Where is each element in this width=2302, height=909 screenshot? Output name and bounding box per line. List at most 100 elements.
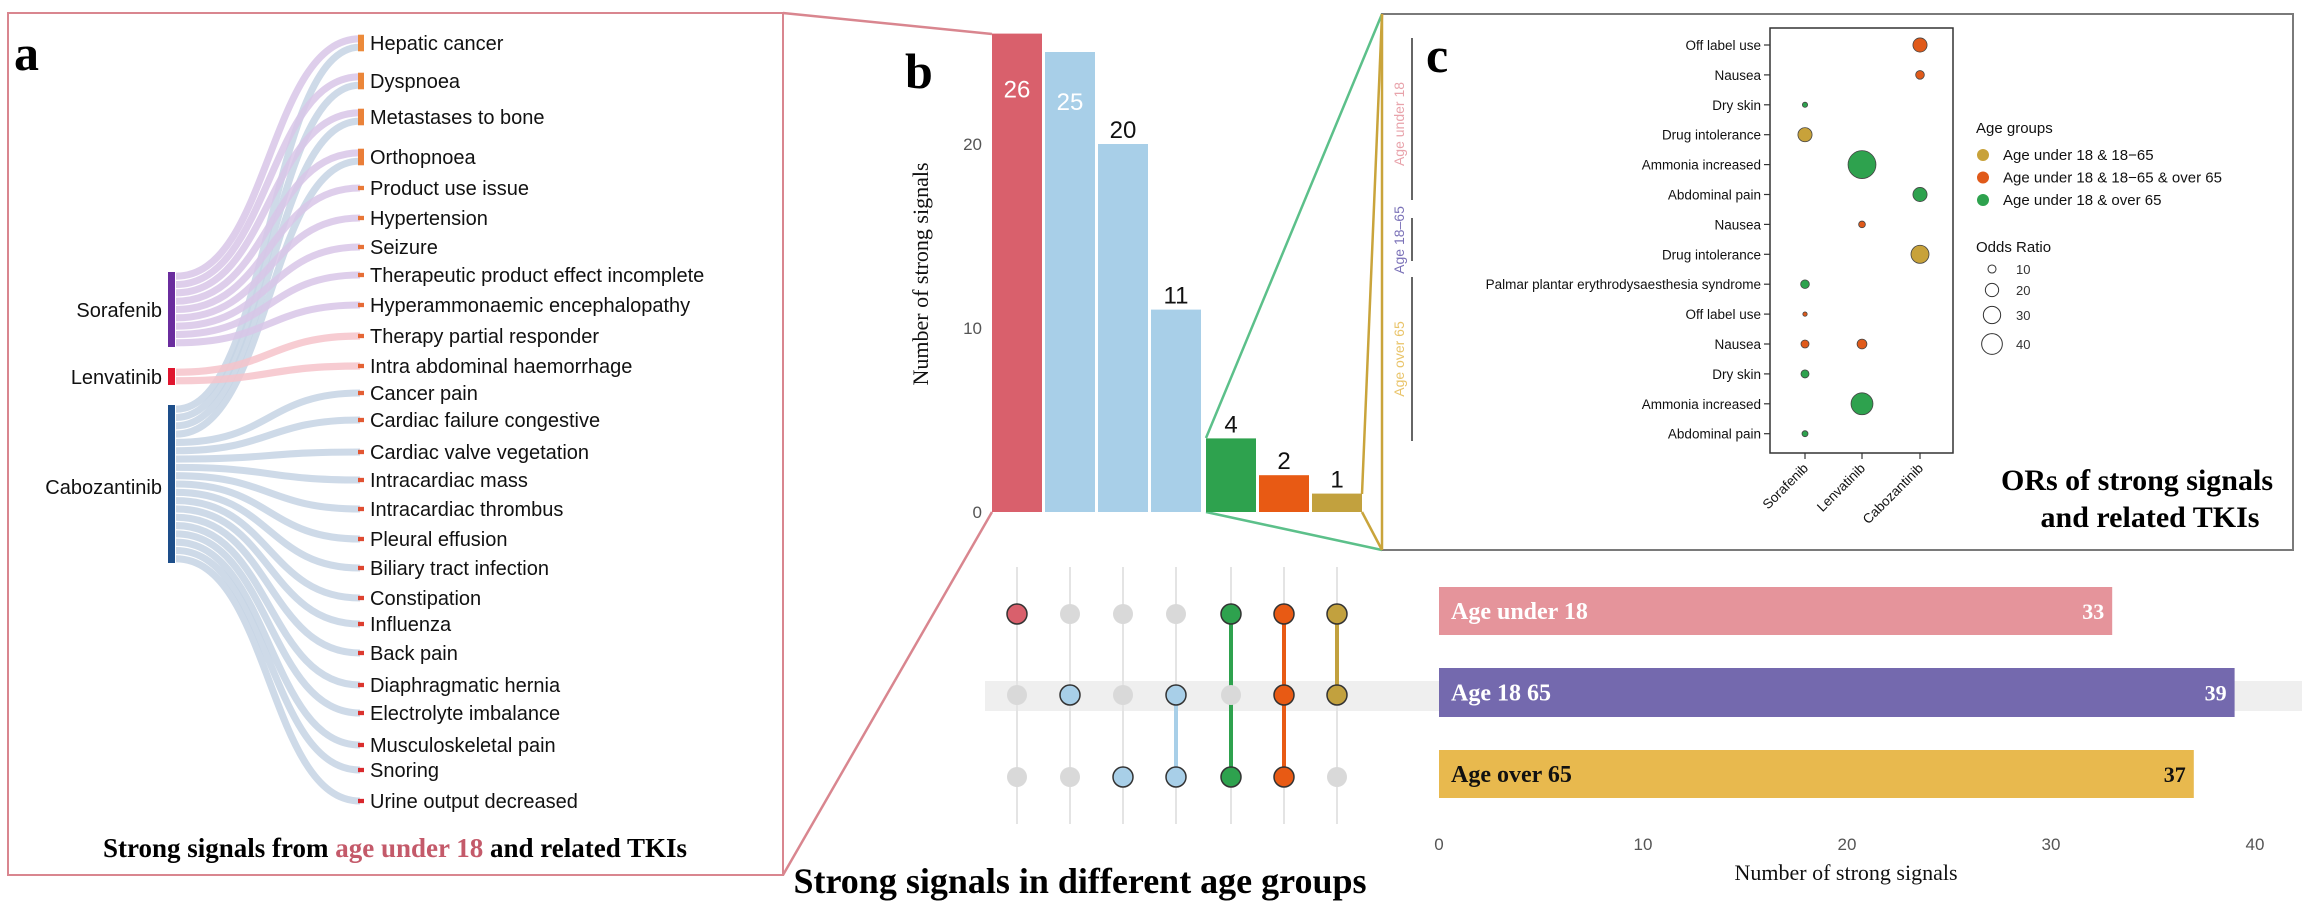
- legend-size-circle: [1984, 282, 2000, 298]
- odds-ratio-point: [1912, 187, 1928, 202]
- caption-highlight: age under 18: [335, 833, 483, 863]
- sankey-target-label: Biliary tract infection: [370, 558, 549, 580]
- sankey-target-node: [358, 148, 364, 166]
- matrix-dot-inactive: [1113, 604, 1133, 624]
- sankey-target-label: Therapy partial responder: [370, 326, 599, 348]
- zoom-connectors: [781, 11, 1384, 876]
- matrix-dot-inactive: [1060, 767, 1080, 787]
- set-name-label: Age over 65: [1451, 762, 1572, 788]
- sankey-target-node: [358, 302, 364, 308]
- sankey-target-label: Cancer pain: [370, 383, 478, 405]
- sankey-link: [175, 497, 361, 602]
- sankey-target-label: Hyperammonaemic encephalopathy: [370, 295, 690, 317]
- sankey-target-node: [358, 417, 364, 423]
- sankey-link: [175, 538, 361, 749]
- intersection-bar: [1259, 475, 1309, 512]
- matrix-dot-inactive: [1113, 685, 1133, 705]
- set-size-bar: [1439, 750, 2194, 798]
- row-label: Nausea: [1714, 68, 1761, 83]
- sankey-link: [175, 480, 361, 543]
- row-group-label: Age under 18: [1391, 82, 1407, 166]
- row-label: Dry skin: [1712, 98, 1761, 113]
- sankey-source-node: [168, 272, 175, 347]
- sankey-target-label: Back pain: [370, 643, 458, 665]
- sankey-target-node: [358, 767, 364, 773]
- sankey-source-label: Sorafenib: [76, 300, 162, 322]
- sankey-link: [175, 448, 361, 463]
- sankey-link: [175, 157, 361, 438]
- panel-c-frame: [1381, 13, 2294, 551]
- row-label: Abdominal pain: [1668, 188, 1761, 203]
- sankey-target-node: [358, 215, 364, 221]
- matrix-dot-inactive: [1060, 604, 1080, 624]
- x-tick-label: 20: [1838, 835, 1857, 854]
- legend-color-label: Age under 18 & 18−65: [2003, 147, 2154, 164]
- matrix-dot-active: [1165, 684, 1187, 706]
- bar-value-label: 25: [1057, 89, 1084, 116]
- x-tick-label: 40: [2246, 835, 2265, 854]
- sankey-target-label: Hypertension: [370, 208, 488, 230]
- matrix-dot-active: [1326, 684, 1348, 706]
- sankey-target-node: [358, 477, 364, 483]
- set-size-bar: [1439, 587, 2113, 635]
- sankey-target-node: [358, 34, 364, 52]
- row-label: Drug intolerance: [1662, 128, 1761, 143]
- odds-ratio-point: [1802, 311, 1808, 317]
- panel-a-frame: [7, 12, 784, 876]
- intersection-bar: [1312, 493, 1362, 512]
- x-tick-label: 0: [1434, 835, 1443, 854]
- sankey-target-label: Seizure: [370, 237, 438, 259]
- sankey-target-label: Orthopnoea: [370, 147, 477, 169]
- legend-size-circle: [1987, 264, 1997, 274]
- sankey-link: [175, 109, 361, 297]
- odds-ratio-point: [1856, 338, 1868, 350]
- row-group-label: Age over 65: [1391, 321, 1407, 397]
- panel-c-caption-line1: ORs of strong signals: [2001, 464, 2273, 497]
- sankey-target-label: Cardiac valve vegetation: [370, 442, 589, 464]
- sankey-target-node: [358, 650, 364, 656]
- panel-c-label: c: [1426, 27, 1448, 83]
- matrix-dot-active: [1006, 603, 1028, 625]
- intersection-bar: [1098, 144, 1148, 512]
- sankey-target-label: Intracardiac mass: [370, 470, 528, 492]
- intersection-bar: [992, 33, 1042, 512]
- x-axis-title: Number of strong signals: [1734, 860, 1957, 885]
- legend-size-label: 10: [2016, 262, 2030, 277]
- sankey-source-node: [168, 405, 175, 563]
- legend-color-swatch: [1977, 171, 1989, 184]
- set-name-label: Age 18 65: [1451, 681, 1551, 707]
- matrix-dot-inactive: [1166, 604, 1186, 624]
- sankey-target-node: [358, 506, 364, 512]
- odds-ratio-point: [1801, 430, 1809, 438]
- matrix-dot-active: [1220, 603, 1242, 625]
- sankey-link: [175, 513, 361, 657]
- sankey-target-node: [358, 798, 364, 804]
- sankey-target-label: Constipation: [370, 588, 481, 610]
- odds-ratio-point: [1800, 279, 1810, 289]
- row-label: Dry skin: [1712, 367, 1761, 382]
- sankey-link: [175, 389, 361, 446]
- legend-size-title: Odds Ratio: [1976, 239, 2051, 256]
- row-label: Abdominal pain: [1668, 427, 1761, 442]
- sankey-target-label: Cardiac failure congestive: [370, 410, 600, 432]
- set-size-value: 33: [2082, 599, 2104, 624]
- sankey-link: [175, 35, 361, 280]
- sankey-link: [175, 332, 361, 376]
- legend-size-circle: [1982, 305, 2002, 325]
- row-label: Drug intolerance: [1662, 247, 1761, 262]
- sankey-target-node: [358, 72, 364, 90]
- set-name-label: Age under 18: [1451, 599, 1588, 625]
- row-label: Ammonia increased: [1642, 397, 1761, 412]
- intersection-bar: [1206, 438, 1256, 512]
- odds-ratio-point: [1915, 70, 1925, 80]
- sankey-link: [175, 555, 361, 805]
- sankey-target-node: [358, 595, 364, 601]
- legend-color-title: Age groups: [1976, 120, 2053, 137]
- panel-b-caption: Strong signals in different age groups: [793, 861, 1366, 901]
- connector-line-gold-bottom: [1360, 511, 1384, 551]
- sankey-target-label: Electrolyte imbalance: [370, 703, 560, 725]
- odds-ratio-point: [1850, 392, 1874, 416]
- row-label: Nausea: [1714, 337, 1761, 352]
- sankey-target-node: [358, 272, 364, 278]
- intersection-bar: [1151, 309, 1201, 512]
